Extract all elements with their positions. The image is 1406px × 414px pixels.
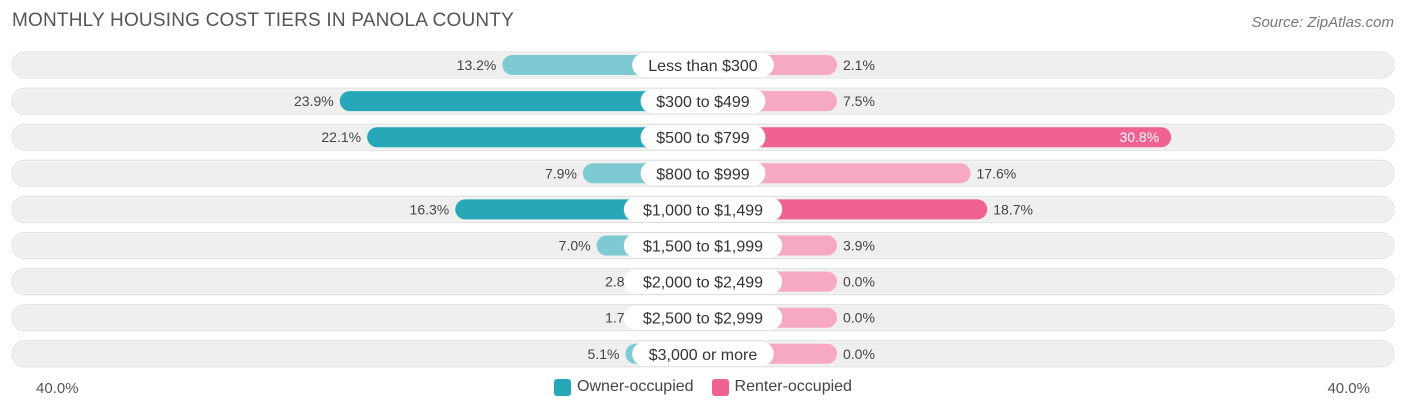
owner-value-label: 7.9%	[545, 165, 577, 181]
owner-value-label: 7.0%	[559, 238, 591, 254]
owner-value-label: 16.3%	[410, 201, 450, 217]
category-label: $300 to $499	[656, 94, 750, 111]
category-pill	[623, 269, 783, 294]
category-label: $2,000 to $2,499	[643, 275, 763, 292]
chart-title: MONTHLY HOUSING COST TIERS IN PANOLA COU…	[12, 10, 514, 31]
legend: Owner-occupied Renter-occupied	[0, 378, 1406, 396]
category-label: $1,000 to $1,499	[643, 202, 763, 219]
category-pill	[640, 161, 766, 186]
renter-value-label: 0.0%	[843, 346, 875, 362]
legend-item-renter: Renter-occupied	[711, 378, 852, 396]
owner-bar	[367, 127, 703, 148]
category-label: Less than $300	[648, 58, 758, 75]
renter-bar	[703, 127, 1172, 148]
category-label: $3,000 or more	[649, 347, 758, 364]
axis-right-label: 40.0%	[1327, 380, 1370, 397]
renter-value-label: 2.1%	[843, 57, 875, 73]
category-label: $500 to $799	[656, 130, 750, 147]
renter-value-label: 0.0%	[843, 310, 875, 326]
axis-left-label: 40.0%	[36, 380, 79, 397]
renter-value-label: 3.9%	[843, 238, 875, 254]
category-label: $800 to $999	[656, 166, 750, 183]
category-pill	[640, 125, 766, 150]
legend-label-owner: Owner-occupied	[577, 378, 694, 395]
legend-swatch-owner	[554, 378, 572, 396]
renter-value-label: 0.0%	[843, 274, 875, 290]
owner-value-label: 13.2%	[457, 57, 497, 73]
category-pill	[623, 233, 783, 258]
legend-swatch-renter	[711, 378, 729, 396]
category-label: $2,500 to $2,999	[643, 311, 763, 328]
category-pill	[623, 305, 783, 330]
owner-value-label: 5.1%	[588, 346, 620, 362]
renter-value-label: 30.8%	[1119, 129, 1159, 145]
diverging-bar-chart: 13.2% 2.1% Less than $300 23.9% 7.5% $300 to …	[11, 51, 1395, 368]
owner-bar	[339, 91, 703, 112]
renter-value-label: 17.6%	[977, 165, 1017, 181]
category-pill	[632, 53, 774, 77]
renter-value-label: 18.7%	[993, 201, 1033, 217]
category-label: $1,500 to $1,999	[643, 239, 763, 256]
owner-value-label: 23.9%	[294, 93, 334, 109]
source-credit: Source: ZipAtlas.com	[1251, 14, 1394, 31]
legend-label-renter: Renter-occupied	[734, 378, 852, 395]
category-pill	[623, 197, 783, 222]
owner-value-label: 22.1%	[321, 129, 361, 145]
category-pill	[640, 89, 766, 114]
category-pill	[632, 341, 774, 366]
legend-item-owner: Owner-occupied	[554, 378, 694, 396]
renter-value-label: 7.5%	[843, 93, 875, 109]
renter-bar	[703, 163, 971, 184]
